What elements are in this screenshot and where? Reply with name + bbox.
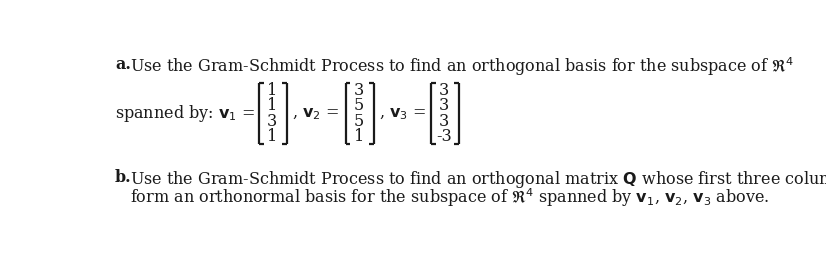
Text: Use the Gram-Schmidt Process to find an orthogonal matrix $\mathbf{Q}$ whose fir: Use the Gram-Schmidt Process to find an …	[130, 169, 826, 190]
Text: 3: 3	[439, 82, 449, 99]
Text: 3: 3	[439, 97, 449, 114]
Text: , $\mathbf{v}_3$ =: , $\mathbf{v}_3$ =	[379, 105, 426, 122]
Text: 3: 3	[354, 82, 364, 99]
Text: 1: 1	[267, 128, 278, 145]
Text: Use the Gram-Schmidt Process to find an orthogonal basis for the subspace of $\m: Use the Gram-Schmidt Process to find an …	[130, 56, 794, 78]
Text: a.: a.	[115, 56, 131, 73]
Text: 3: 3	[439, 113, 449, 130]
Text: b.: b.	[115, 169, 131, 186]
Text: 5: 5	[354, 97, 364, 114]
Text: , $\mathbf{v}_2$ =: , $\mathbf{v}_2$ =	[292, 105, 339, 122]
Text: spanned by: $\mathbf{v}_1$ =: spanned by: $\mathbf{v}_1$ =	[115, 103, 255, 124]
Text: -3: -3	[436, 128, 452, 145]
Text: 3: 3	[267, 113, 278, 130]
Text: 1: 1	[267, 97, 278, 114]
Text: 5: 5	[354, 113, 364, 130]
Text: form an orthonormal basis for the subspace of $\mathfrak{R}^{4}$ spanned by $\ma: form an orthonormal basis for the subspa…	[130, 187, 769, 209]
Text: 1: 1	[354, 128, 364, 145]
Text: 1: 1	[267, 82, 278, 99]
